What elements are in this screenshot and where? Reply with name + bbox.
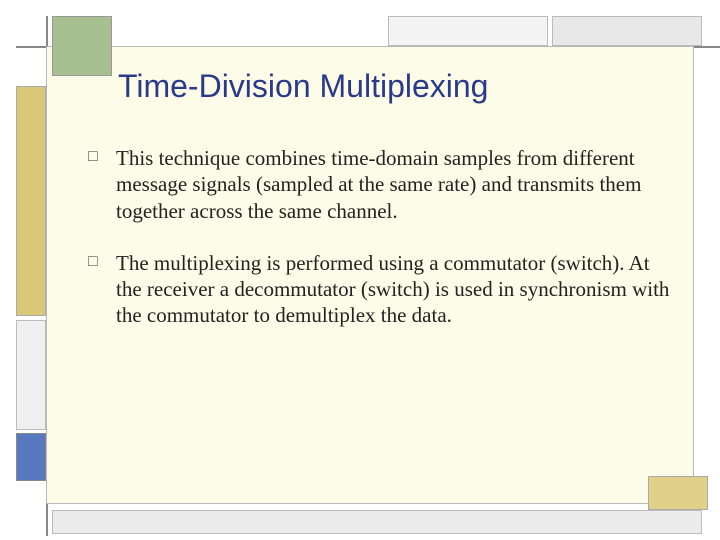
decor-block-bottom-right xyxy=(648,476,708,510)
slide-background: Time-Division Multiplexing This techniqu… xyxy=(8,8,712,532)
decor-block-top-right xyxy=(552,16,702,46)
bullet-list: This technique combines time-domain samp… xyxy=(78,145,672,329)
list-item: The multiplexing is performed using a co… xyxy=(88,250,672,329)
list-item: This technique combines time-domain samp… xyxy=(88,145,672,224)
decor-block-top-mid xyxy=(388,16,548,46)
decor-block-blue xyxy=(16,433,46,481)
decor-block-ochre xyxy=(16,86,46,316)
slide-content: Time-Division Multiplexing This techniqu… xyxy=(78,68,672,355)
decor-block-bottom xyxy=(52,510,702,534)
decor-block-green xyxy=(52,16,112,76)
slide-title: Time-Division Multiplexing xyxy=(118,68,672,105)
decor-block-left-low xyxy=(16,320,46,430)
